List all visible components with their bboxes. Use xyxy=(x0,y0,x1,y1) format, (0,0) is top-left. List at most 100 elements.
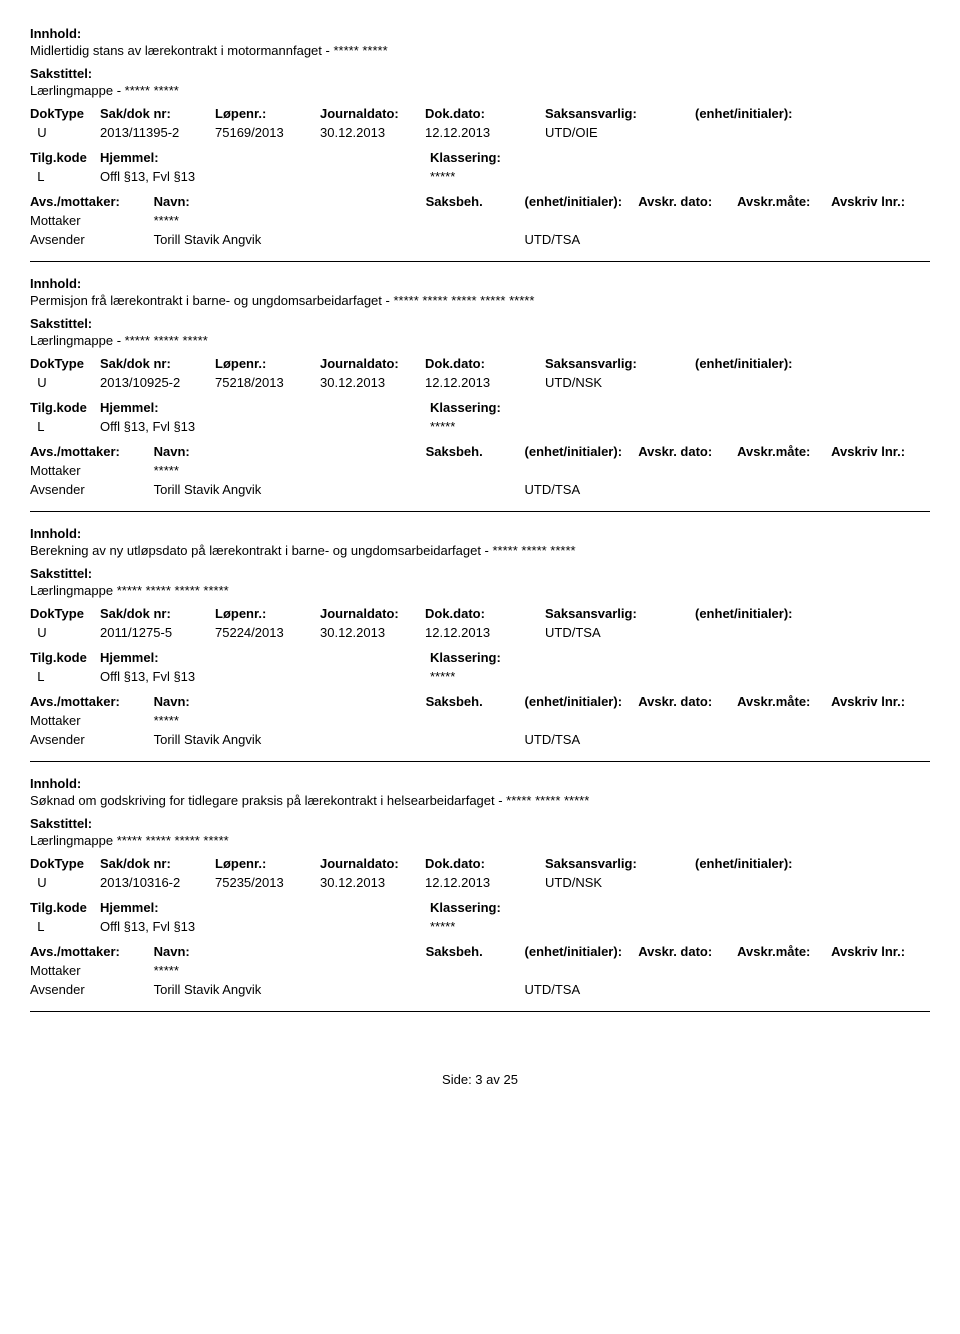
doc-data-row: U 2013/11395-2 75169/2013 30.12.2013 12.… xyxy=(30,125,930,140)
saksansvarlig-value: UTD/OIE xyxy=(545,125,695,140)
journaldato-value: 30.12.2013 xyxy=(320,125,425,140)
hjemmel-value: Offl §13, Fvl §13 xyxy=(100,919,430,934)
navn-label: Navn: xyxy=(154,694,426,709)
sakdok-value: 2013/11395-2 xyxy=(100,125,215,140)
enhet-initialer-label: (enhet/initialer): xyxy=(525,694,639,709)
hjemmel-label: Hjemmel: xyxy=(100,150,430,165)
journaldato-value: 30.12.2013 xyxy=(320,875,425,890)
doktype-value: U xyxy=(30,875,100,890)
mottaker-navn: ***** xyxy=(154,213,426,228)
doktype-value: U xyxy=(30,625,100,640)
tilg-header-row: Tilg.kode Hjemmel: Klassering: xyxy=(30,400,930,415)
tilg-header-row: Tilg.kode Hjemmel: Klassering: xyxy=(30,150,930,165)
mottaker-navn: ***** xyxy=(154,713,426,728)
enhet-initialer-label: (enhet/initialer): xyxy=(695,106,845,121)
avs-block: Avs./mottaker: Navn: Saksbeh. (enhet/ini… xyxy=(30,444,930,497)
sakdok-label: Sak/dok nr: xyxy=(100,356,215,371)
journaldato-label: Journaldato: xyxy=(320,356,425,371)
tilgkode-label: Tilg.kode xyxy=(30,900,100,915)
innhold-text: Midlertidig stans av lærekontrakt i moto… xyxy=(30,43,930,58)
doktype-label: DokType xyxy=(30,606,100,621)
avs-block: Avs./mottaker: Navn: Saksbeh. (enhet/ini… xyxy=(30,944,930,997)
dokdato-value: 12.12.2013 xyxy=(425,125,545,140)
enhet-initialer-label: (enhet/initialer): xyxy=(525,944,639,959)
klassering-label: Klassering: xyxy=(430,400,630,415)
innhold-text: Søknad om godskriving for tidlegare prak… xyxy=(30,793,930,808)
avskriv-lnr-label: Avskriv lnr.: xyxy=(831,944,930,959)
avskriv-lnr-label: Avskriv lnr.: xyxy=(831,694,930,709)
lopenr-label: Løpenr.: xyxy=(215,106,320,121)
sakstittel-label: Sakstittel: xyxy=(30,66,930,81)
dokdato-value: 12.12.2013 xyxy=(425,375,545,390)
saksbeh-label: Saksbeh. xyxy=(426,194,525,209)
avsender-navn: Torill Stavik Angvik xyxy=(154,482,426,497)
saksansvarlig-value: UTD/NSK xyxy=(545,375,695,390)
tilgkode-value: L xyxy=(30,419,100,434)
avsender-row: Avsender Torill Stavik Angvik UTD/TSA xyxy=(30,732,930,747)
mottaker-row: Mottaker ***** xyxy=(30,213,930,228)
sakdok-value: 2013/10925-2 xyxy=(100,375,215,390)
hjemmel-label: Hjemmel: xyxy=(100,900,430,915)
enhet-initialer-label: (enhet/initialer): xyxy=(695,356,845,371)
lopenr-value: 75224/2013 xyxy=(215,625,320,640)
tilg-data-row: L Offl §13, Fvl §13 ***** xyxy=(30,919,930,934)
klassering-label: Klassering: xyxy=(430,150,630,165)
avs-header-row: Avs./mottaker: Navn: Saksbeh. (enhet/ini… xyxy=(30,694,930,709)
avsender-role: Avsender xyxy=(30,232,154,247)
mottaker-row: Mottaker ***** xyxy=(30,463,930,478)
mottaker-role: Mottaker xyxy=(30,963,154,978)
avsender-role: Avsender xyxy=(30,482,154,497)
tilg-data-row: L Offl §13, Fvl §13 ***** xyxy=(30,669,930,684)
sakstittel-label: Sakstittel: xyxy=(30,316,930,331)
innhold-text: Permisjon frå lærekontrakt i barne- og u… xyxy=(30,293,930,308)
dokdato-value: 12.12.2013 xyxy=(425,625,545,640)
enhet-initialer-label: (enhet/initialer): xyxy=(525,194,639,209)
hjemmel-value: Offl §13, Fvl §13 xyxy=(100,419,430,434)
enhet-initialer-label: (enhet/initialer): xyxy=(695,856,845,871)
mottaker-role: Mottaker xyxy=(30,213,154,228)
avskriv-lnr-label: Avskriv lnr.: xyxy=(831,194,930,209)
journaldato-label: Journaldato: xyxy=(320,106,425,121)
hjemmel-value: Offl §13, Fvl §13 xyxy=(100,669,430,684)
saksbeh-label: Saksbeh. xyxy=(426,444,525,459)
avsender-row: Avsender Torill Stavik Angvik UTD/TSA xyxy=(30,482,930,497)
saksansvarlig-value: UTD/NSK xyxy=(545,875,695,890)
journaldato-label: Journaldato: xyxy=(320,606,425,621)
tilgkode-label: Tilg.kode xyxy=(30,150,100,165)
sakdok-value: 2011/1275-5 xyxy=(100,625,215,640)
journaldato-value: 30.12.2013 xyxy=(320,375,425,390)
sakdok-label: Sak/dok nr: xyxy=(100,856,215,871)
innhold-label: Innhold: xyxy=(30,526,930,541)
avsender-enhet: UTD/TSA xyxy=(525,732,639,747)
avsender-enhet: UTD/TSA xyxy=(525,232,639,247)
innhold-text: Berekning av ny utløpsdato på lærekontra… xyxy=(30,543,930,558)
tilgkode-value: L xyxy=(30,169,100,184)
enhet-value xyxy=(695,375,845,390)
avs-mottaker-label: Avs./mottaker: xyxy=(30,194,154,209)
tilgkode-value: L xyxy=(30,669,100,684)
navn-label: Navn: xyxy=(154,194,426,209)
journal-entry: Innhold: Permisjon frå lærekontrakt i ba… xyxy=(30,276,930,497)
mottaker-row: Mottaker ***** xyxy=(30,713,930,728)
doc-header-row: DokType Sak/dok nr: Løpenr.: Journaldato… xyxy=(30,856,930,871)
avs-header-row: Avs./mottaker: Navn: Saksbeh. (enhet/ini… xyxy=(30,944,930,959)
klassering-value: ***** xyxy=(430,169,630,184)
klassering-label: Klassering: xyxy=(430,650,630,665)
sakdok-label: Sak/dok nr: xyxy=(100,106,215,121)
avs-block: Avs./mottaker: Navn: Saksbeh. (enhet/ini… xyxy=(30,194,930,247)
avsender-enhet: UTD/TSA xyxy=(525,482,639,497)
navn-label: Navn: xyxy=(154,944,426,959)
doc-header-row: DokType Sak/dok nr: Løpenr.: Journaldato… xyxy=(30,356,930,371)
avsender-row: Avsender Torill Stavik Angvik UTD/TSA xyxy=(30,982,930,997)
journal-entry: Innhold: Berekning av ny utløpsdato på l… xyxy=(30,526,930,747)
klassering-label: Klassering: xyxy=(430,900,630,915)
lopenr-label: Løpenr.: xyxy=(215,856,320,871)
saksbeh-label: Saksbeh. xyxy=(426,944,525,959)
tilgkode-value: L xyxy=(30,919,100,934)
saksansvarlig-label: Saksansvarlig: xyxy=(545,106,695,121)
sakstittel-text: Lærlingmappe ***** ***** ***** ***** xyxy=(30,833,930,848)
mottaker-row: Mottaker ***** xyxy=(30,963,930,978)
doc-header-row: DokType Sak/dok nr: Løpenr.: Journaldato… xyxy=(30,106,930,121)
avskr-mate-label: Avskr.måte: xyxy=(737,694,831,709)
enhet-initialer-label: (enhet/initialer): xyxy=(695,606,845,621)
